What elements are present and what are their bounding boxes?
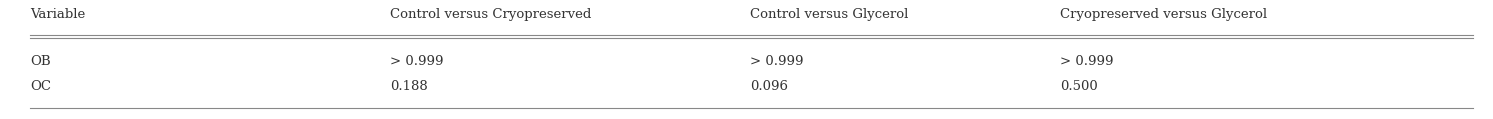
Text: > 0.999: > 0.999	[390, 55, 443, 68]
Text: > 0.999: > 0.999	[749, 55, 803, 68]
Text: 0.188: 0.188	[390, 80, 428, 93]
Text: 0.096: 0.096	[749, 80, 788, 93]
Text: Control versus Cryopreserved: Control versus Cryopreserved	[390, 8, 591, 21]
Text: Control versus Glycerol: Control versus Glycerol	[749, 8, 908, 21]
Text: Cryopreserved versus Glycerol: Cryopreserved versus Glycerol	[1060, 8, 1268, 21]
Text: OB: OB	[30, 55, 51, 68]
Text: OC: OC	[30, 80, 51, 93]
Text: Variable: Variable	[30, 8, 85, 21]
Text: > 0.999: > 0.999	[1060, 55, 1114, 68]
Text: 0.500: 0.500	[1060, 80, 1097, 93]
